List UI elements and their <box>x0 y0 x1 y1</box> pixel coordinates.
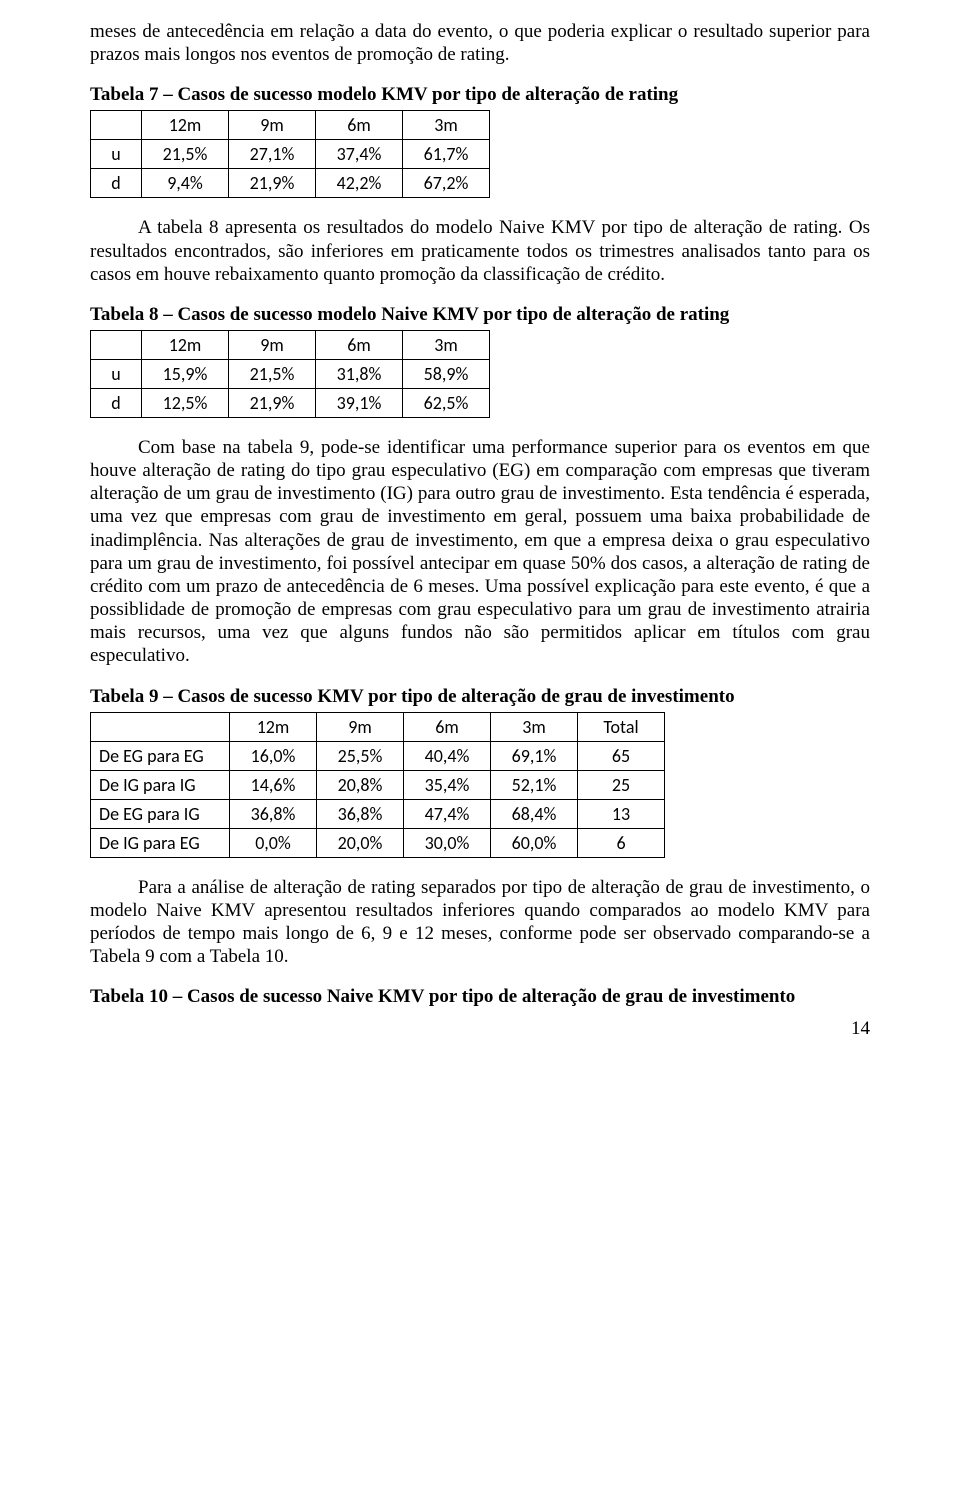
table-cell: 25 <box>578 770 665 799</box>
table-8-caption: Tabela 8 – Casos de sucesso modelo Naive… <box>90 304 870 326</box>
table-cell: 37,4% <box>316 140 403 169</box>
table-row: De EG para EG 16,0% 25,5% 40,4% 69,1% 65 <box>91 741 665 770</box>
table-8-col-9m: 9m <box>229 330 316 359</box>
table-cell: 21,9% <box>229 388 316 417</box>
table-cell: 62,5% <box>403 388 490 417</box>
table-8: 12m 9m 6m 3m u 15,9% 21,5% 31,8% 58,9% d… <box>90 330 490 418</box>
table-cell: 67,2% <box>403 169 490 198</box>
page-content: meses de antecedência em relação a data … <box>0 0 960 1060</box>
table-8-row-d-label: d <box>91 388 142 417</box>
table-7-row-d-label: d <box>91 169 142 198</box>
table-9-col-9m: 9m <box>317 712 404 741</box>
table-cell: 36,8% <box>230 799 317 828</box>
page-number: 14 <box>90 1018 870 1040</box>
table-7-col-12m: 12m <box>142 111 229 140</box>
table-cell: 31,8% <box>316 359 403 388</box>
table-row: u 21,5% 27,1% 37,4% 61,7% <box>91 140 490 169</box>
table-cell: 20,8% <box>317 770 404 799</box>
table-9-row-3-label: De IG para EG <box>91 828 230 857</box>
table-cell: 9,4% <box>142 169 229 198</box>
table-cell: 21,9% <box>229 169 316 198</box>
table-9-row-1-label: De IG para IG <box>91 770 230 799</box>
table-cell: 0,0% <box>230 828 317 857</box>
table-cell: 6 <box>578 828 665 857</box>
table-row: u 15,9% 21,5% 31,8% 58,9% <box>91 359 490 388</box>
table-7-corner <box>91 111 142 140</box>
table-cell: 13 <box>578 799 665 828</box>
table-cell: 65 <box>578 741 665 770</box>
table-9-col-12m: 12m <box>230 712 317 741</box>
table-cell: 15,9% <box>142 359 229 388</box>
table-7-row-u-label: u <box>91 140 142 169</box>
table-row: De IG para EG 0,0% 20,0% 30,0% 60,0% 6 <box>91 828 665 857</box>
table-cell: 39,1% <box>316 388 403 417</box>
table-row: De EG para IG 36,8% 36,8% 47,4% 68,4% 13 <box>91 799 665 828</box>
table-9-col-6m: 6m <box>404 712 491 741</box>
table-7-col-3m: 3m <box>403 111 490 140</box>
table-cell: 21,5% <box>142 140 229 169</box>
table-9-row-2-label: De EG para IG <box>91 799 230 828</box>
table-cell: 16,0% <box>230 741 317 770</box>
table-7-caption: Tabela 7 – Casos de sucesso modelo KMV p… <box>90 84 870 106</box>
table-8-col-6m: 6m <box>316 330 403 359</box>
table-8-corner <box>91 330 142 359</box>
table-row: d 12,5% 21,9% 39,1% 62,5% <box>91 388 490 417</box>
table-cell: 40,4% <box>404 741 491 770</box>
table-9-caption: Tabela 9 – Casos de sucesso KMV por tipo… <box>90 686 870 708</box>
table-cell: 47,4% <box>404 799 491 828</box>
table-cell: 61,7% <box>403 140 490 169</box>
table-cell: 60,0% <box>491 828 578 857</box>
table-row: d 9,4% 21,9% 42,2% 67,2% <box>91 169 490 198</box>
table-9-col-total: Total <box>578 712 665 741</box>
table-9-col-3m: 3m <box>491 712 578 741</box>
table-8-row-u-label: u <box>91 359 142 388</box>
table-cell: 35,4% <box>404 770 491 799</box>
table-cell: 42,2% <box>316 169 403 198</box>
table-7-col-9m: 9m <box>229 111 316 140</box>
table-cell: 36,8% <box>317 799 404 828</box>
table-cell: 20,0% <box>317 828 404 857</box>
table-cell: 52,1% <box>491 770 578 799</box>
paragraph-1: meses de antecedência em relação a data … <box>90 20 870 66</box>
table-cell: 68,4% <box>491 799 578 828</box>
table-8-col-12m: 12m <box>142 330 229 359</box>
paragraph-4: Para a análise de alteração de rating se… <box>90 876 870 969</box>
table-cell: 12,5% <box>142 388 229 417</box>
table-7-header-row: 12m 9m 6m 3m <box>91 111 490 140</box>
table-cell: 30,0% <box>404 828 491 857</box>
table-cell: 58,9% <box>403 359 490 388</box>
table-cell: 14,6% <box>230 770 317 799</box>
table-7: 12m 9m 6m 3m u 21,5% 27,1% 37,4% 61,7% d… <box>90 110 490 198</box>
table-8-col-3m: 3m <box>403 330 490 359</box>
table-10-caption: Tabela 10 – Casos de sucesso Naive KMV p… <box>90 986 870 1008</box>
table-8-header-row: 12m 9m 6m 3m <box>91 330 490 359</box>
table-cell: 21,5% <box>229 359 316 388</box>
table-9: 12m 9m 6m 3m Total De EG para EG 16,0% 2… <box>90 712 665 858</box>
table-9-corner <box>91 712 230 741</box>
paragraph-2: A tabela 8 apresenta os resultados do mo… <box>90 216 870 286</box>
table-9-header-row: 12m 9m 6m 3m Total <box>91 712 665 741</box>
table-cell: 27,1% <box>229 140 316 169</box>
paragraph-3: Com base na tabela 9, pode-se identifica… <box>90 436 870 668</box>
table-9-row-0-label: De EG para EG <box>91 741 230 770</box>
table-row: De IG para IG 14,6% 20,8% 35,4% 52,1% 25 <box>91 770 665 799</box>
table-cell: 69,1% <box>491 741 578 770</box>
table-cell: 25,5% <box>317 741 404 770</box>
table-7-col-6m: 6m <box>316 111 403 140</box>
